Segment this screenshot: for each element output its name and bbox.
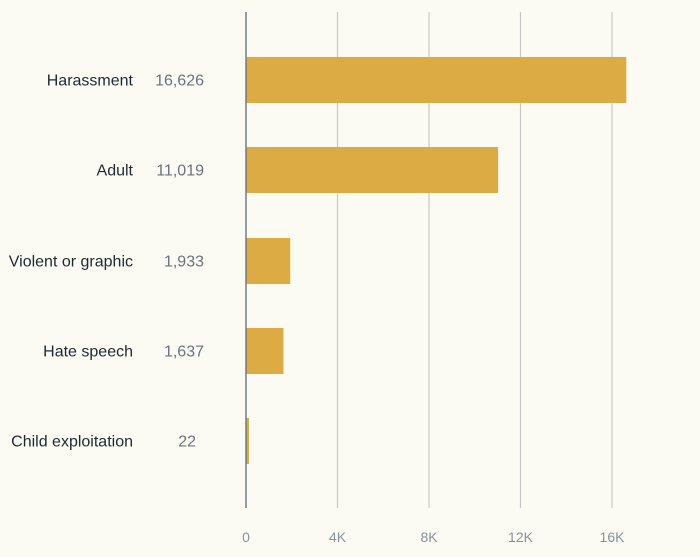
x-tick-label: 16K [600, 529, 626, 545]
labels: Harassment 16,626 Adult 11,019 Violent or gr… [9, 73, 204, 451]
category-label: Hate speech [43, 344, 133, 361]
category-label: Adult [97, 163, 134, 180]
bars [246, 57, 627, 464]
x-tick-label: 8K [420, 529, 438, 545]
bar-3 [246, 328, 284, 374]
value-label: 16,626 [155, 73, 204, 90]
x-tick-label: 0 [242, 529, 250, 545]
x-tick-label: 12K [508, 529, 534, 545]
value-label: 22 [178, 434, 196, 451]
bar-4 [246, 418, 249, 464]
x-tick-label: 4K [329, 529, 347, 545]
x-tick-labels: 0 4K 8K 12K 16K [242, 529, 625, 545]
value-label: 1,637 [164, 344, 204, 361]
bar-0 [246, 57, 627, 103]
bar-2 [246, 238, 291, 284]
category-label: Harassment [47, 73, 134, 90]
value-label: 1,933 [164, 254, 204, 271]
value-label: 11,019 [156, 163, 204, 180]
category-label: Violent or graphic [9, 254, 133, 271]
bar-1 [246, 147, 499, 193]
category-label: Child exploitation [11, 434, 133, 451]
